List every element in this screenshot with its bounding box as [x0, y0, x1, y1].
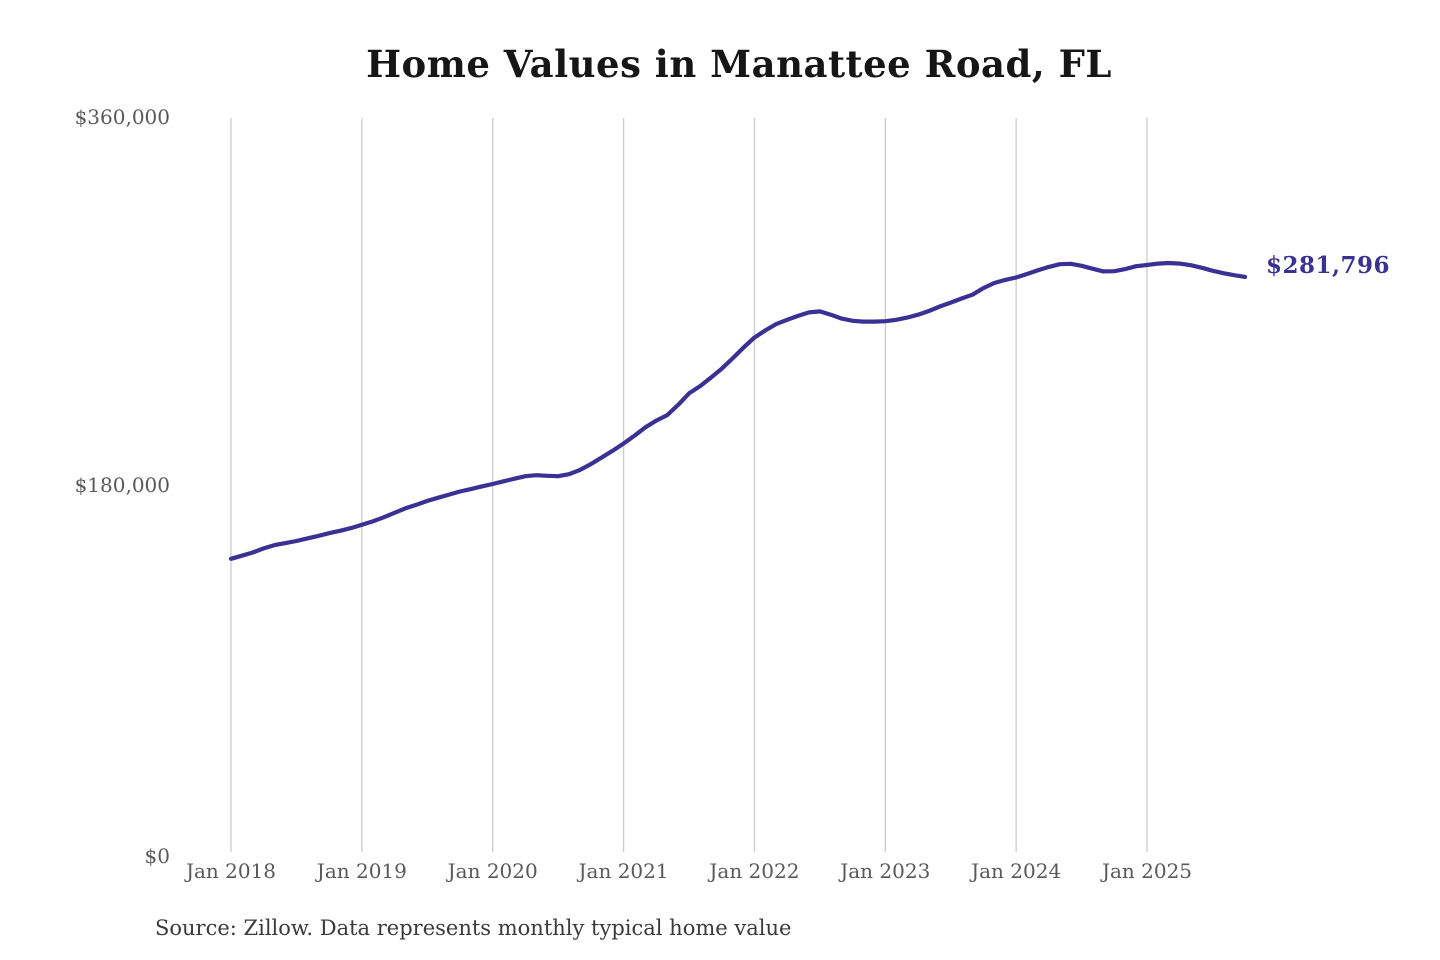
home-value-series-line [228, 260, 1248, 561]
x-axis-tick-label-jan-2025: Jan 2025 [1101, 859, 1193, 883]
x-axis-tick-label-jan-2022: Jan 2022 [709, 859, 800, 883]
x-axis-tick-label-jan-2024: Jan 2024 [971, 859, 1062, 883]
x-axis-tick-label-jan-2020: Jan 2020 [447, 859, 538, 883]
chart-title: Home Values in Manattee Road, FL [366, 42, 1112, 86]
latest-value-label: $281,796 [1266, 252, 1391, 279]
source-note: Source: Zillow. Data represents monthly … [155, 916, 792, 940]
x-axis-tick-label-jan-2021: Jan 2021 [578, 859, 669, 883]
y-axis-tick-label-0: $0 [144, 844, 170, 868]
y-axis-tick-label-360000: $360,000 [74, 105, 170, 129]
x-axis-tick-label-jan-2019: Jan 2019 [316, 859, 407, 883]
x-axis-tick-label-jan-2023: Jan 2023 [840, 859, 931, 883]
x-axis-tick-label-jan-2018: Jan 2018 [185, 859, 277, 883]
y-axis-tick-label-180000: $180,000 [74, 473, 170, 497]
